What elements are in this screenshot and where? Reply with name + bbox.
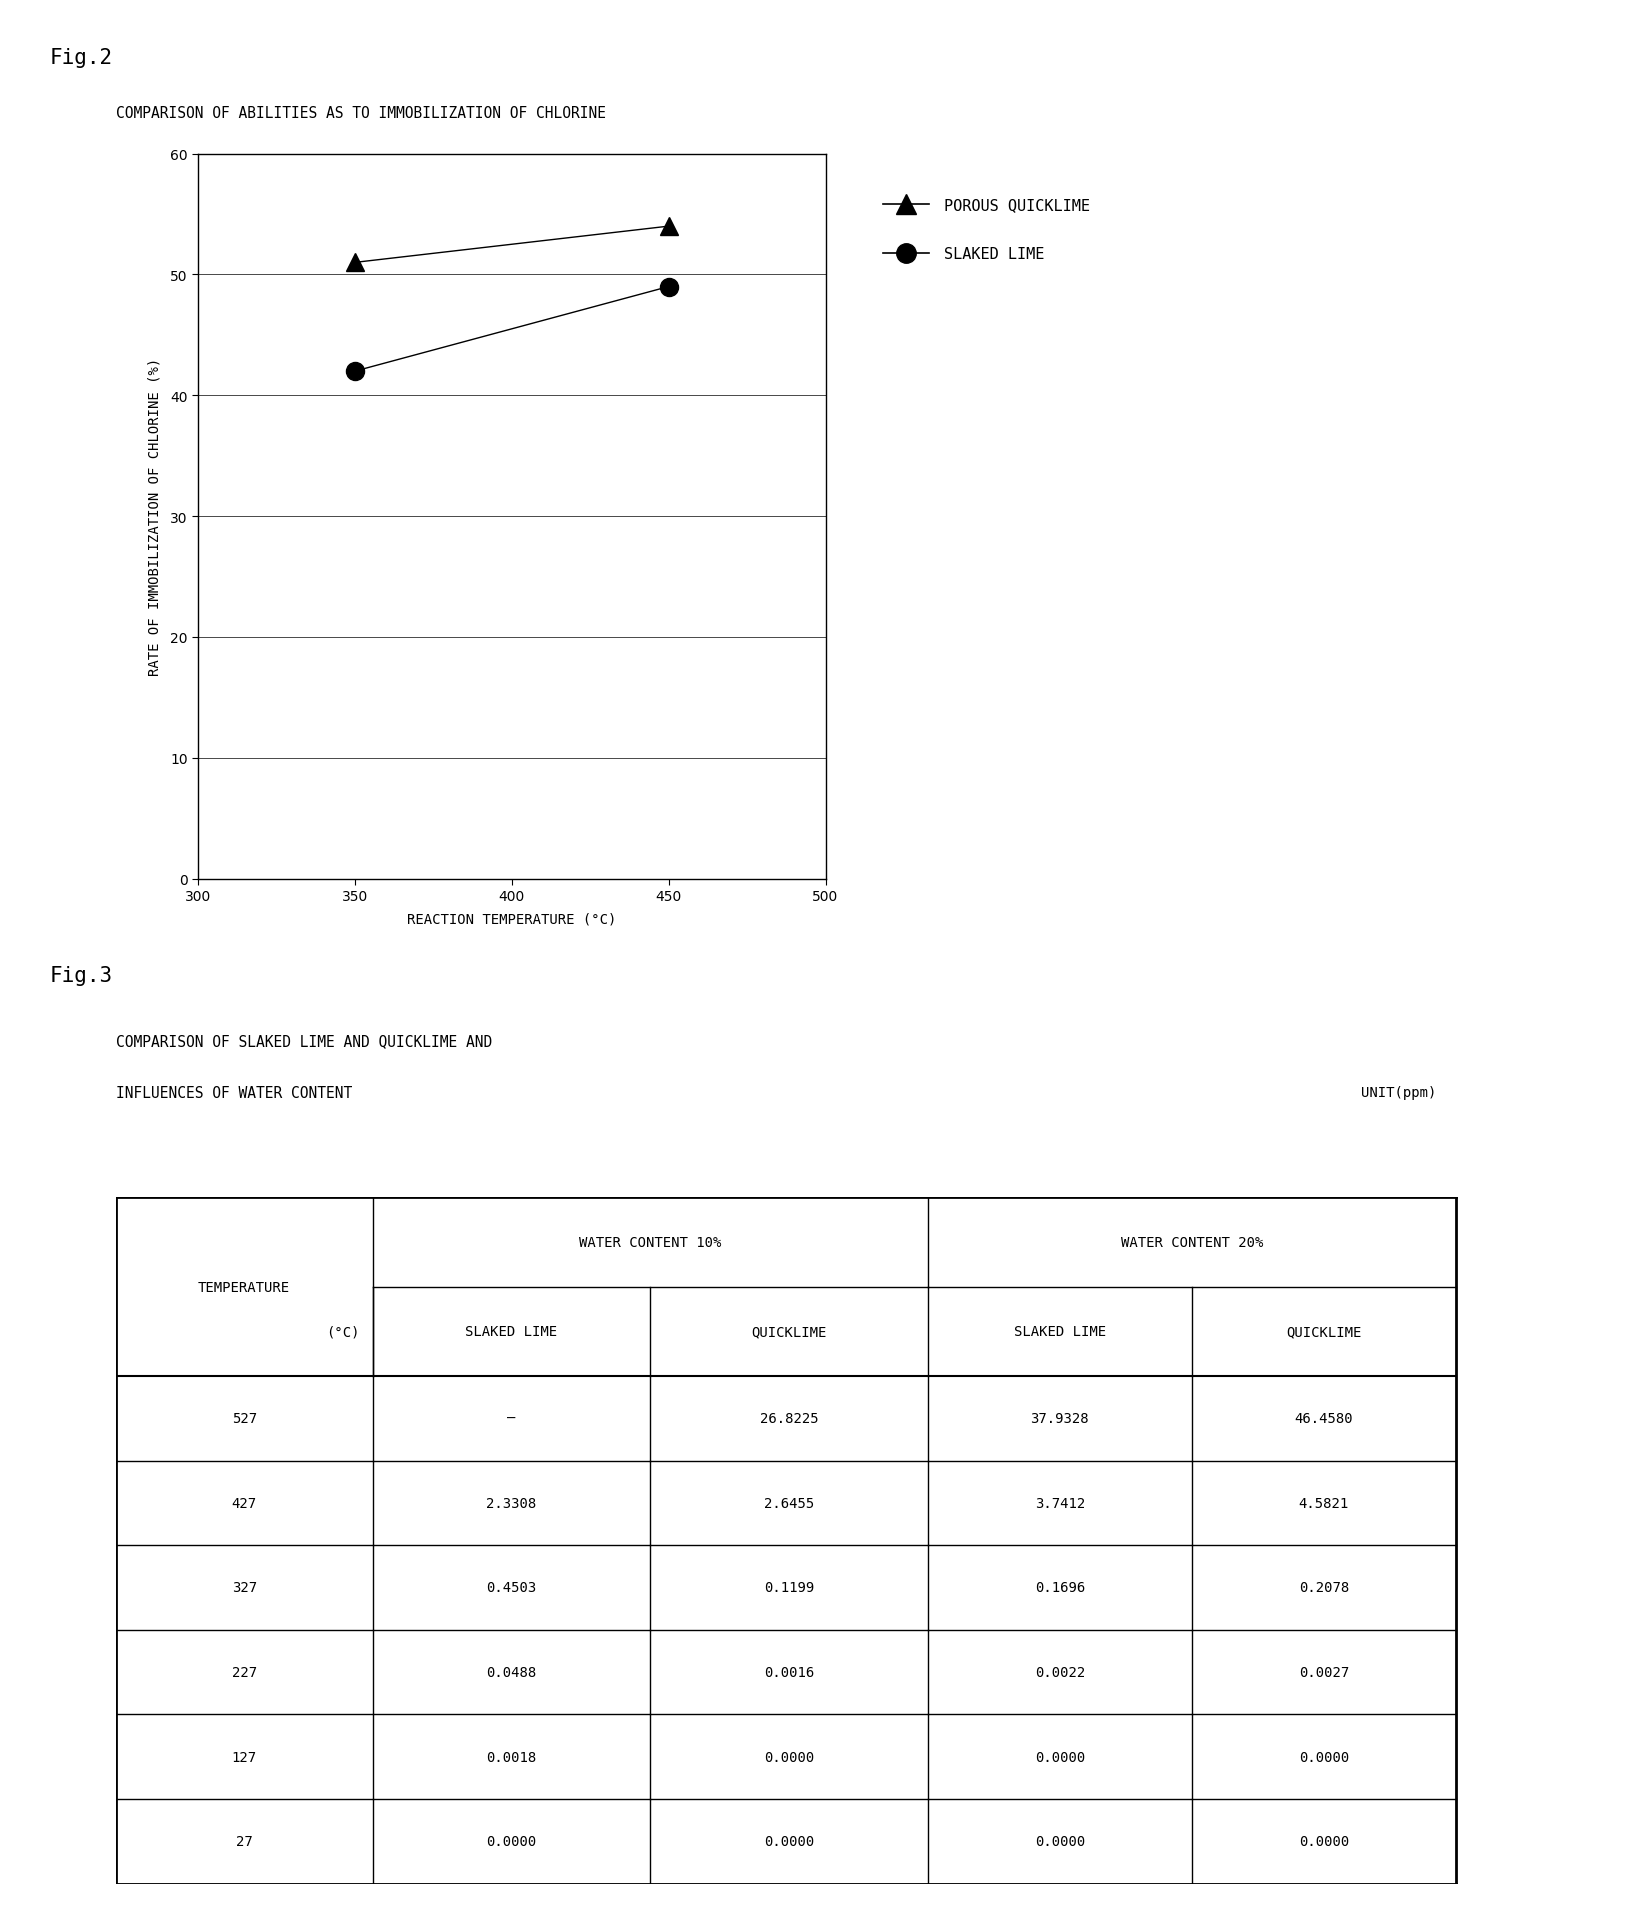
Text: 0.0022: 0.0022 <box>1035 1665 1085 1679</box>
Text: 327: 327 <box>231 1580 258 1594</box>
Text: 0.0000: 0.0000 <box>764 1750 814 1764</box>
Text: 2.6455: 2.6455 <box>764 1495 814 1511</box>
Text: 3.7412: 3.7412 <box>1035 1495 1085 1511</box>
Text: 4.5821: 4.5821 <box>1299 1495 1349 1511</box>
Text: 2.3308: 2.3308 <box>487 1495 537 1511</box>
Text: COMPARISON OF ABILITIES AS TO IMMOBILIZATION OF CHLORINE: COMPARISON OF ABILITIES AS TO IMMOBILIZA… <box>116 106 606 122</box>
Text: INFLUENCES OF WATER CONTENT: INFLUENCES OF WATER CONTENT <box>116 1086 352 1101</box>
Legend: POROUS QUICKLIME, SLAKED LIME: POROUS QUICKLIME, SLAKED LIME <box>883 199 1090 263</box>
Text: 0.0488: 0.0488 <box>487 1665 537 1679</box>
Text: 0.1199: 0.1199 <box>764 1580 814 1594</box>
Text: 46.4580: 46.4580 <box>1294 1412 1354 1426</box>
Text: 0.0016: 0.0016 <box>764 1665 814 1679</box>
Text: QUICKLIME: QUICKLIME <box>1286 1325 1362 1339</box>
Text: TEMPERATURE: TEMPERATURE <box>198 1281 291 1294</box>
Text: 37.9328: 37.9328 <box>1030 1412 1090 1426</box>
Text: 227: 227 <box>231 1665 258 1679</box>
Text: –: – <box>507 1412 515 1426</box>
Text: 527: 527 <box>231 1412 258 1426</box>
Text: SLAKED LIME: SLAKED LIME <box>466 1325 558 1339</box>
Text: WATER CONTENT 10%: WATER CONTENT 10% <box>580 1235 721 1250</box>
Text: QUICKLIME: QUICKLIME <box>751 1325 827 1339</box>
Text: 0.0000: 0.0000 <box>1035 1833 1085 1849</box>
Text: 0.0027: 0.0027 <box>1299 1665 1349 1679</box>
Text: 0.2078: 0.2078 <box>1299 1580 1349 1594</box>
Y-axis label: RATE OF IMMOBILIZATION OF CHLORINE (%): RATE OF IMMOBILIZATION OF CHLORINE (%) <box>147 357 162 676</box>
Text: Fig.2: Fig.2 <box>50 48 112 68</box>
Text: COMPARISON OF SLAKED LIME AND QUICKLIME AND: COMPARISON OF SLAKED LIME AND QUICKLIME … <box>116 1034 492 1049</box>
Text: 0.0018: 0.0018 <box>487 1750 537 1764</box>
X-axis label: REACTION TEMPERATURE (°C): REACTION TEMPERATURE (°C) <box>408 912 616 925</box>
Text: 0.0000: 0.0000 <box>764 1833 814 1849</box>
Text: UNIT(ppm): UNIT(ppm) <box>1360 1086 1436 1099</box>
Text: WATER CONTENT 20%: WATER CONTENT 20% <box>1121 1235 1263 1250</box>
Text: 0.4503: 0.4503 <box>487 1580 537 1594</box>
Text: 0.0000: 0.0000 <box>1299 1833 1349 1849</box>
Text: 0.0000: 0.0000 <box>1035 1750 1085 1764</box>
Text: 127: 127 <box>231 1750 258 1764</box>
Text: 26.8225: 26.8225 <box>759 1412 819 1426</box>
Text: (°C): (°C) <box>325 1325 360 1339</box>
Text: Fig.3: Fig.3 <box>50 966 112 985</box>
Text: 427: 427 <box>231 1495 258 1511</box>
Text: 27: 27 <box>236 1833 253 1849</box>
Text: 0.0000: 0.0000 <box>1299 1750 1349 1764</box>
Text: SLAKED LIME: SLAKED LIME <box>1014 1325 1106 1339</box>
Text: 0.0000: 0.0000 <box>487 1833 537 1849</box>
Text: 0.1696: 0.1696 <box>1035 1580 1085 1594</box>
